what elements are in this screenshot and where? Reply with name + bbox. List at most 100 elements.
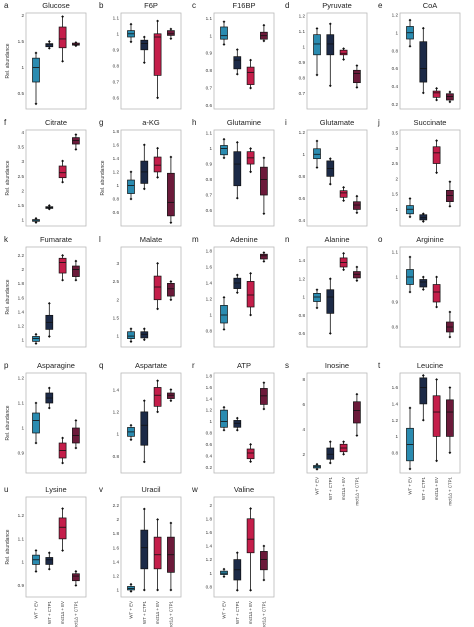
flier-r-2-1 [249, 443, 252, 446]
flier-w-3-0 [262, 578, 266, 582]
ytick-d-0: 0.7 [299, 91, 306, 96]
ytick-v-0: 1 [116, 588, 119, 593]
flier-m-3-1 [262, 251, 266, 254]
box-v-3 [167, 521, 175, 592]
iqr-a-0 [32, 57, 40, 83]
flier-t-3-0 [448, 451, 452, 455]
ytick-i-2: 0.8 [299, 174, 306, 179]
ytick-g-5: 1.6 [113, 142, 120, 147]
ytick-s-1: 4 [302, 427, 305, 432]
panel-r: r ATP 0.2 0.4 0.6 0.8 1 1.2 1.4 1.6 1.8 [192, 361, 275, 474]
flier-g-2-1 [156, 146, 159, 150]
box-w-2 [246, 507, 255, 592]
panel-frame-e [399, 12, 461, 110]
ytick-q-3: 1.4 [113, 387, 120, 392]
ytick-l-2: 2 [116, 297, 119, 302]
box-t-3 [446, 386, 454, 455]
flier-v-1-0 [142, 588, 146, 592]
flier-w-2-0 [249, 588, 252, 592]
panel-frame-u [25, 496, 87, 598]
flier-a-1-1 [47, 40, 51, 43]
ytick-k-3: 1.6 [18, 295, 25, 300]
ytick-v-1: 1.2 [113, 573, 120, 578]
flier-l-1-0 [142, 338, 146, 342]
flier-o-3-0 [448, 335, 452, 339]
flier-d-0-0 [315, 73, 319, 77]
iqr-n-3 [353, 271, 361, 279]
panel-title-g: a-KG [142, 118, 160, 127]
flier-j-1-0 [421, 220, 425, 223]
ylabel-a: Rel. abundance [5, 43, 11, 78]
panel-frame-p [25, 372, 87, 474]
box-e-1 [419, 26, 428, 95]
iqr-f-2 [58, 165, 67, 179]
flier-g-3-1 [169, 155, 173, 159]
box-h-1 [233, 140, 242, 200]
panel-letter-g: g [99, 118, 103, 127]
box-m-3 [260, 251, 268, 263]
box-u-0 [32, 549, 40, 573]
ytick-w-2: 1.2 [206, 557, 213, 562]
xlabel-t-3: mct1Δ + CTP1 [447, 476, 452, 505]
flier-h-3-0 [262, 212, 266, 216]
flier-q-3-0 [169, 399, 173, 403]
box-r-0 [220, 405, 228, 432]
ytick-s-2: 6 [302, 402, 305, 407]
ytick-r-1: 0.4 [206, 453, 213, 458]
ytick-u-2: 1.1 [18, 536, 25, 541]
flier-j-3-0 [448, 204, 452, 208]
flier-v-2-0 [156, 588, 159, 592]
ytick-k-5: 2 [21, 267, 24, 272]
flier-b-2-1 [156, 19, 159, 23]
panel-title-t: Leucine [417, 361, 443, 370]
flier-b-3-1 [169, 27, 173, 31]
flier-i-0-1 [315, 139, 319, 143]
box-v-0 [127, 582, 135, 593]
panel-letter-o: o [378, 235, 383, 244]
iqr-b-2 [153, 33, 162, 76]
panel-frame-q [120, 372, 182, 474]
panel-frame-t [399, 372, 461, 474]
iqr-j-1 [419, 214, 428, 221]
flier-k-2-0 [61, 278, 64, 282]
ytick-o-3: 1.1 [392, 250, 399, 255]
iqr-m-2 [246, 281, 255, 308]
iqr-w-3 [260, 551, 268, 571]
panel-letter-a: a [4, 1, 9, 10]
panel-frame-r [213, 372, 275, 474]
panel-letter-v: v [99, 485, 103, 494]
box-p-1 [45, 386, 54, 410]
iqr-u-3 [72, 573, 80, 582]
xlabel-w-1: WT + CTP1 [235, 600, 240, 624]
ytick-j-5: 3.5 [392, 131, 399, 136]
panel-title-a: Glucose [42, 1, 70, 10]
flier-h-1-1 [235, 140, 239, 144]
panel-frame-n [306, 246, 368, 348]
flier-e-2-1 [435, 86, 438, 90]
iqr-c-0 [220, 26, 228, 40]
flier-u-1-0 [47, 567, 51, 571]
flier-l-0-1 [129, 327, 133, 331]
ytick-h-3: 0.9 [206, 162, 213, 167]
panel-title-n: Alanine [324, 235, 349, 244]
flier-s-2-1 [342, 440, 345, 444]
ytick-s-3: 8 [302, 377, 305, 382]
flier-u-0-0 [34, 570, 38, 573]
panel-o: o Arginine 0.8 0.9 1 1.1 [378, 235, 461, 348]
box-o-0 [406, 255, 414, 294]
iqr-s-3 [353, 401, 361, 424]
iqr-v-1 [140, 529, 149, 570]
box-o-2 [432, 275, 441, 309]
box-l-0 [127, 327, 135, 343]
flier-o-2-0 [435, 305, 438, 309]
flier-k-3-1 [74, 259, 78, 263]
iqr-r-1 [233, 420, 242, 428]
flier-p-2-1 [61, 436, 64, 440]
iqr-e-1 [419, 41, 428, 83]
flier-m-2-0 [249, 313, 252, 317]
box-l-1 [140, 327, 149, 342]
box-n-1 [326, 277, 335, 335]
iqr-u-2 [58, 517, 67, 540]
iqr-k-2 [58, 257, 67, 274]
panel-n: n Alanine 0.6 0.8 1 1.2 1.4 [285, 235, 368, 348]
